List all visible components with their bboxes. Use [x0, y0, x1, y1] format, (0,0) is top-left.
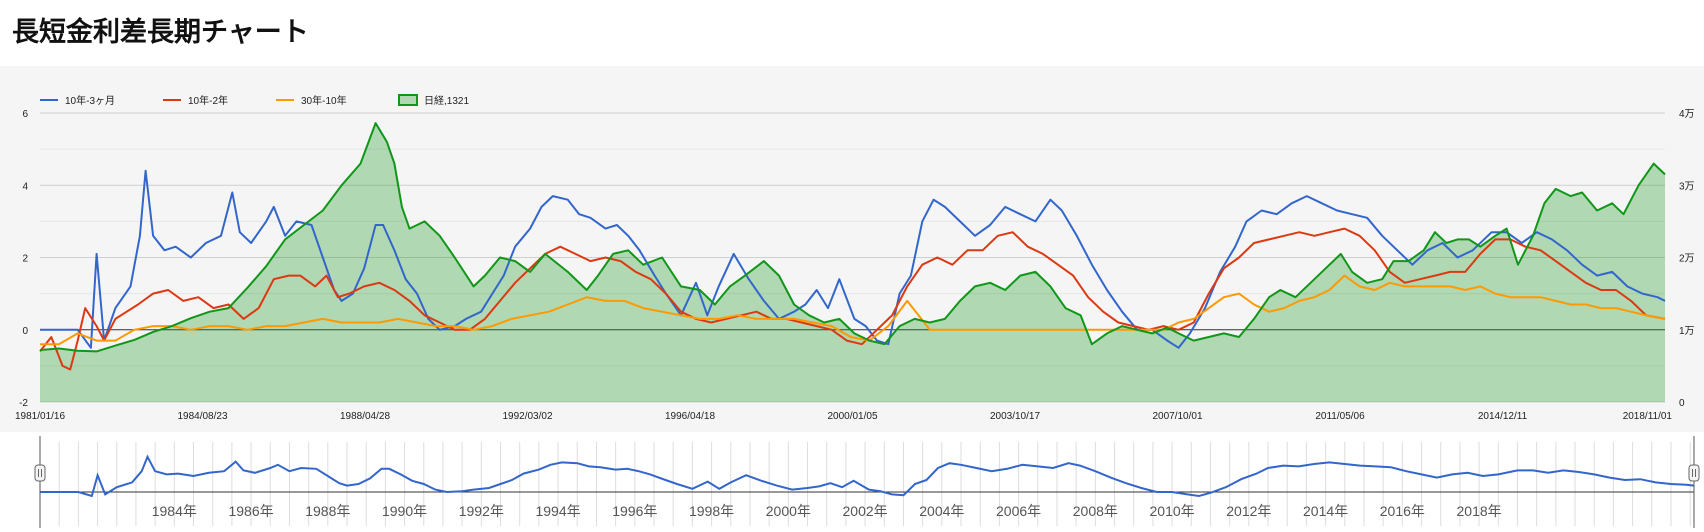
y-right-tick-label: 0 — [1679, 398, 1685, 409]
y-right-tick-label: 4万 — [1679, 109, 1695, 120]
legend-label: 日経,1321 — [424, 94, 469, 107]
range-tick-label: 1990年 — [382, 503, 427, 519]
x-tick-label: 2018/11/01 — [1623, 411, 1673, 422]
grid-layer — [40, 112, 1665, 403]
legend-label: 10年-2年 — [188, 94, 228, 107]
range-tick-label: 1998年 — [689, 503, 734, 519]
y-left-tick-label: 2 — [22, 254, 28, 265]
x-tick-label: 2011/05/06 — [1315, 411, 1365, 422]
y-right-tick-label: 2万 — [1679, 254, 1695, 265]
x-tick-label: 1981/01/16 — [15, 411, 65, 422]
range-tick-label: 1984年 — [152, 503, 197, 519]
range-tick-label: 2012年 — [1226, 503, 1271, 519]
range-tick-label: 2010年 — [1150, 503, 1195, 519]
x-tick-label: 2007/10/01 — [1152, 411, 1202, 422]
range-tick-label: 2016年 — [1380, 503, 1425, 519]
y-left-tick-label: 0 — [22, 326, 28, 337]
range-selector-panel — [40, 436, 1694, 528]
series-area-nikkei — [40, 123, 1665, 402]
x-tick-label: 1992/03/02 — [502, 411, 552, 422]
range-tick-label: 2004年 — [919, 503, 964, 519]
legend-label: 10年-3ヶ月 — [65, 94, 115, 107]
y-right-tick-label: 1万 — [1679, 326, 1695, 337]
range-tick-label: 2008年 — [1073, 503, 1118, 519]
legend-swatch — [398, 94, 418, 106]
left-grip-handle-icon[interactable] — [34, 464, 46, 482]
range-tick-label: 2014年 — [1303, 503, 1348, 519]
range-tick-label: 2006年 — [996, 503, 1041, 519]
axis-layer: -2 0 2 4 6 0 1万 2万 3万 4万 1981/01/16 1984/08/23 1988/… — [15, 109, 1695, 422]
page-title: 長短金利差長期チャート — [12, 17, 309, 48]
x-tick-label: 2000/01/05 — [827, 411, 877, 422]
range-tick-label: 2018年 — [1457, 503, 1502, 519]
series-line-3 — [39, 122, 1666, 353]
y-left-tick-label: 6 — [22, 109, 28, 120]
x-tick-label: 1988/04/28 — [340, 411, 390, 422]
y-left-tick-label: -2 — [19, 398, 28, 409]
range-tick-label: 2002年 — [843, 503, 888, 519]
legend-label: 30年-10年 — [301, 94, 347, 107]
range-tick-label: 1992年 — [459, 503, 504, 519]
range-mini-series — [40, 454, 1695, 498]
range-tick-label: 1996年 — [612, 503, 657, 519]
right-grip-handle-icon[interactable] — [1688, 464, 1700, 482]
series-line-1 — [39, 227, 1666, 371]
chart-background — [0, 66, 1704, 432]
range-selector: 1984年 1986年 1988年 1990年 1992年 1994年 1996年 1998年… — [34, 436, 1700, 528]
y-left-tick-label: 4 — [22, 181, 28, 192]
x-tick-label: 1996/04/18 — [665, 411, 715, 422]
x-tick-label: 1984/08/23 — [177, 411, 227, 422]
x-tick-label: 2003/10/17 — [990, 411, 1040, 422]
series-layer — [39, 122, 1666, 402]
range-tick-label: 1988年 — [305, 503, 350, 519]
chart-legend: 10年-3ヶ月 10年-2年 30年-10年 日経,1321 — [40, 94, 469, 107]
y-right-tick-label: 3万 — [1679, 181, 1695, 192]
x-tick-label: 2014/12/11 — [1478, 411, 1528, 422]
range-tick-label: 1986年 — [228, 503, 273, 519]
range-tick-label: 1994年 — [535, 503, 580, 519]
range-tick-label: 2000年 — [766, 503, 811, 519]
